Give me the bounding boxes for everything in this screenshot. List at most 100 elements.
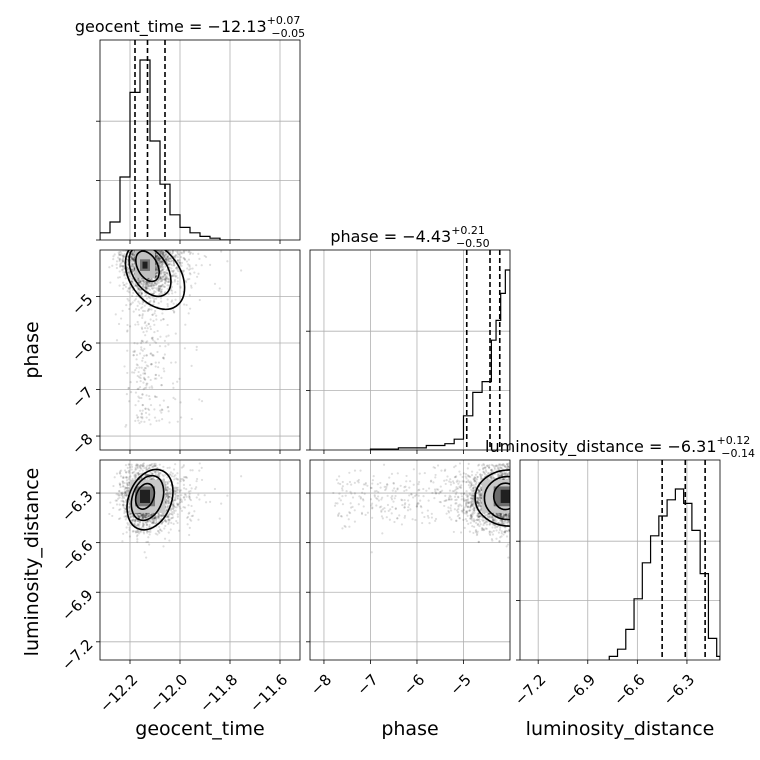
sample-point [154, 264, 157, 267]
sample-point [125, 515, 128, 518]
sample-point [136, 533, 139, 537]
sample-point [168, 512, 171, 515]
sample-point [126, 323, 129, 327]
sample-point [143, 372, 147, 375]
sample-point [147, 468, 150, 471]
sample-point [147, 408, 151, 412]
sample-point [183, 303, 186, 306]
sample-point [156, 288, 159, 291]
sample-point [163, 537, 167, 540]
sample-point [146, 464, 149, 467]
sample-point [163, 277, 166, 281]
sample-point [112, 484, 115, 488]
sample-point [145, 282, 148, 285]
sample-point [158, 250, 161, 253]
sample-point [173, 311, 176, 314]
sample-point [155, 274, 158, 277]
sample-point [145, 530, 149, 533]
sample-point [130, 280, 133, 283]
density-cell [142, 261, 148, 269]
sample-point [165, 259, 168, 262]
sample-point [467, 480, 471, 483]
sample-point [167, 495, 171, 498]
sample-point [180, 509, 184, 513]
sample-point [159, 284, 162, 288]
sample-point [140, 326, 143, 329]
sample-point [127, 486, 130, 490]
sample-point [153, 465, 157, 468]
sample-point [125, 282, 128, 285]
sample-point [164, 253, 167, 256]
sample-point [498, 540, 501, 543]
sample-point [162, 356, 165, 359]
sample-point [473, 485, 476, 488]
sample-point [487, 465, 490, 468]
sample-point [149, 285, 153, 288]
sample-point [142, 372, 145, 375]
sample-point [155, 266, 159, 269]
sample-point [131, 269, 134, 272]
sample-point [137, 323, 140, 326]
sample-point [180, 466, 184, 469]
sample-point [123, 509, 126, 513]
sample-point [170, 274, 174, 277]
sample-point [123, 253, 126, 256]
sample-point [468, 492, 471, 495]
sample-point [152, 521, 155, 524]
sample-point [145, 281, 148, 285]
sample-point [166, 406, 169, 409]
sample-point [177, 502, 180, 506]
sample-point [166, 491, 169, 495]
sample-point [132, 256, 136, 259]
sample-point [112, 255, 115, 258]
sample-point [133, 470, 136, 473]
sample-point [483, 471, 486, 475]
sample-point [191, 514, 195, 517]
sample-point [460, 504, 463, 507]
sample-point [150, 471, 153, 475]
sample-point [497, 472, 500, 476]
sample-point [155, 275, 158, 278]
sample-point [154, 470, 157, 474]
sample-point [136, 286, 139, 289]
sample-point [114, 499, 117, 502]
sample-point [164, 502, 167, 505]
sample-point [132, 291, 135, 295]
sample-point [165, 257, 169, 260]
sample-point [136, 538, 139, 541]
sample-point [148, 394, 151, 398]
sample-point [135, 414, 138, 417]
sample-point [159, 528, 162, 532]
sample-point [147, 466, 151, 470]
sample-point [138, 469, 141, 472]
sample-point [143, 378, 147, 381]
sample-point [118, 470, 122, 473]
sample-point [115, 472, 119, 475]
sample-point [158, 257, 161, 261]
sample-point [135, 463, 138, 466]
sample-point [168, 257, 171, 260]
sample-point [150, 363, 153, 366]
sample-point [135, 514, 139, 518]
sample-point [189, 307, 192, 310]
sample-point [154, 395, 157, 399]
sample-point [117, 493, 120, 496]
sample-point [164, 258, 167, 261]
sample-point [161, 275, 164, 278]
sample-point [119, 469, 123, 472]
sample-point [167, 278, 170, 281]
sample-point [118, 252, 121, 256]
sample-point [153, 464, 156, 467]
sample-point [351, 496, 355, 499]
sample-point [191, 267, 194, 270]
sample-point [150, 513, 153, 516]
sample-point [136, 522, 139, 526]
sample-point [157, 366, 160, 369]
sample-point [128, 466, 132, 469]
sample-point [176, 255, 179, 259]
sample-point [135, 535, 139, 538]
sample-point [120, 491, 123, 495]
sample-point [176, 515, 179, 518]
sample-point [171, 382, 175, 385]
sample-point [159, 269, 163, 272]
